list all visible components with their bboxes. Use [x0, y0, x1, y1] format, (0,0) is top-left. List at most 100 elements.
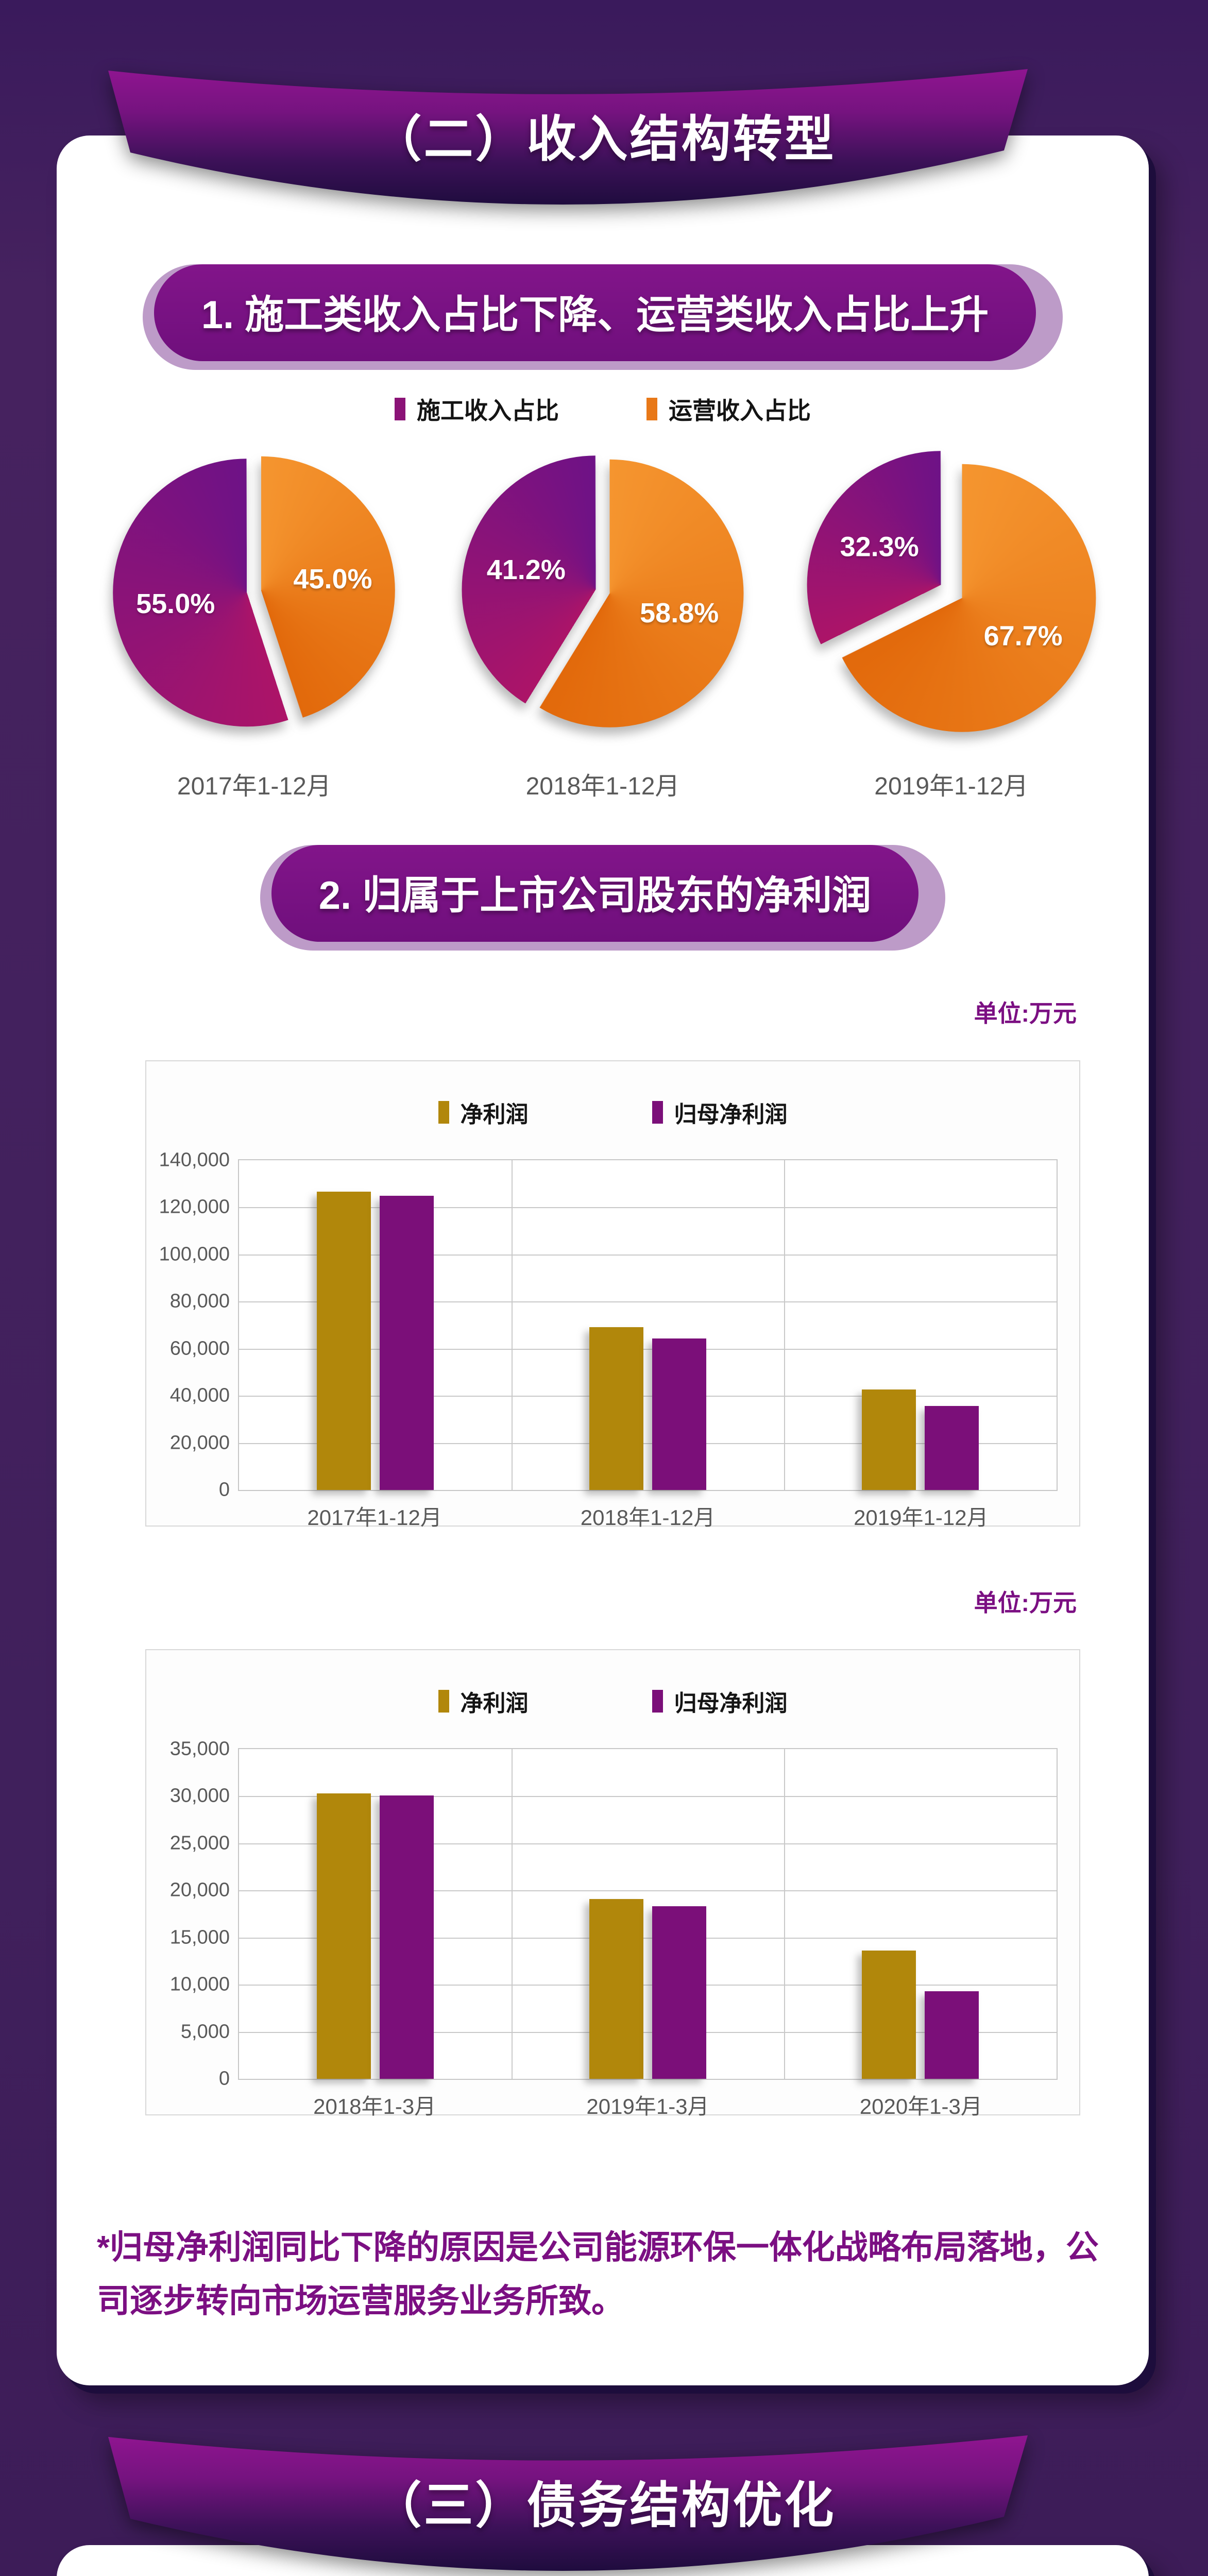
y-axis-tick-label: 20,000: [169, 1879, 230, 1901]
profit-pill-title: 2. 归属于上市公司股东的净利润: [271, 845, 919, 942]
revenue-pies-row: 45.0%55.0% 2017年1-12月 58.8%41.2% 2018年1-…: [80, 451, 1126, 802]
y-axis-tick-label: 100,000: [159, 1243, 230, 1265]
x-axis-label: 2018年1-12月: [580, 1505, 716, 1530]
bar-归母净利润: [379, 1196, 434, 1490]
pie-percent-label: 41.2%: [486, 554, 566, 585]
legend-swatch: [438, 1690, 449, 1713]
legend-swatch: [646, 398, 657, 420]
bar-净利润: [316, 1793, 371, 2079]
gridline: [239, 1985, 1057, 1986]
category-separator: [511, 1749, 513, 2079]
category-cell: [512, 1749, 784, 2079]
x-axis-label: 2018年1-3月: [313, 2094, 436, 2119]
category-separator: [511, 1160, 513, 1490]
y-axis-tick-label: 120,000: [159, 1196, 230, 1218]
y-axis-tick-label: 80,000: [169, 1290, 230, 1312]
y-axis-tick-label: 15,000: [169, 1926, 230, 1948]
plot-area-wrap: 140,000 120,000 100,000 80,000 60,000 40,000 2…: [159, 1149, 1058, 1501]
bar-归母净利润: [379, 1795, 434, 2079]
pie-slice: 55.0%: [113, 459, 381, 727]
y-axis-tick-label: 0: [218, 2067, 230, 2090]
x-axis-labels: 2017年1-12月 2018年1-12月 2019年1-12月: [238, 1500, 1058, 1532]
legend-label: 运营收入占比: [669, 397, 811, 424]
legend-label: 施工收入占比: [417, 397, 559, 424]
y-axis-tick-label: 40,000: [169, 1384, 230, 1406]
revenue-pie-2018: 58.8%41.2% 2018年1-12月: [429, 455, 777, 802]
net-profit-annual-chart: 净利润 归母净利润 140,000 120,000 100,000 80,000 60,00…: [145, 1060, 1080, 1530]
revenue-pie-2017: 45.0%55.0% 2017年1-12月: [80, 456, 429, 802]
legend-swatch: [438, 1101, 449, 1124]
legend-label: 净利润: [460, 1102, 529, 1127]
legend-swatch: [652, 1690, 663, 1713]
category-separator: [784, 1749, 785, 2079]
legend-label: 归母净利润: [674, 1691, 788, 1716]
bar-归母净利润: [652, 1338, 706, 1490]
legend-item: 净利润: [438, 1096, 529, 1129]
pie-slice: 41.2%: [462, 455, 730, 724]
pie-chart: 58.8%41.2%: [462, 455, 744, 727]
section2-banner-ribbon: [108, 69, 1028, 205]
chart-legend: 净利润 归母净利润: [146, 1683, 1079, 1719]
legend-item: 运营收入占比: [646, 392, 811, 426]
legend-label: 净利润: [460, 1691, 529, 1716]
pie-chart: 67.7%32.3%: [807, 451, 1096, 732]
section3-banner-title: （三）债务结构优化: [372, 2478, 836, 2533]
legend-item: 归母净利润: [652, 1685, 788, 1718]
net-profit-q1-chart: 净利润 归母净利润 35,000 30,000 25,000 20,000 15,000 10…: [145, 1649, 1080, 2119]
pie-percent-label: 32.3%: [840, 531, 919, 562]
x-axis-label: 2017年1-12月: [307, 1505, 442, 1530]
legend-item: 施工收入占比: [395, 392, 559, 426]
plot-area: 35,000 30,000 25,000 20,000 15,000 10,000 5,00…: [170, 1738, 1058, 2090]
y-axis-tick-label: 0: [218, 1479, 230, 1501]
x-axis-labels: 2018年1-3月 2019年1-3月 2020年1-3月: [238, 2089, 1058, 2121]
y-axis-tick-label: 20,000: [169, 1432, 230, 1454]
income-pill-header: 1. 施工类收入占比下降、运营类收入占比上升: [57, 264, 1149, 370]
bar-净利润: [316, 1191, 371, 1490]
pill-shadow: 2. 归属于上市公司股东的净利润: [260, 845, 946, 951]
income-structure-card: 1. 施工类收入占比下降、运营类收入占比上升 施工收入占比 运营收入占比 45.0…: [57, 135, 1149, 2385]
plot-area: 140,000 120,000 100,000 80,000 60,000 40,000 2…: [159, 1149, 1058, 1501]
bar-净利润: [861, 1389, 916, 1490]
unit-label-annual: 单位:万元: [974, 1000, 1077, 1027]
profit-pill-header: 2. 归属于上市公司股东的净利润: [57, 845, 1149, 951]
category-separator: [784, 1160, 785, 1490]
legend-item: 净利润: [438, 1685, 529, 1718]
pie-category-label: 2017年1-12月: [177, 773, 331, 800]
gridline: [239, 1890, 1057, 1892]
plot-area-wrap: 35,000 30,000 25,000 20,000 15,000 10,000 5,00…: [170, 1738, 1058, 2090]
revenue-pie-legend: 施工收入占比 运营收入占比: [57, 392, 1149, 426]
x-axis-label: 2020年1-3月: [859, 2094, 982, 2119]
y-axis-tick-label: 5,000: [180, 2021, 230, 2043]
bar-净利润: [589, 1899, 643, 2079]
bar-净利润: [861, 1951, 916, 2079]
bar-归母净利润: [924, 1406, 979, 1490]
section2-banner-title: （二）收入结构转型: [372, 112, 836, 167]
pie-category-label: 2018年1-12月: [525, 773, 680, 800]
gridline: [239, 1301, 1057, 1303]
y-axis-tick-label: 140,000: [159, 1149, 230, 1171]
category-cell: [784, 1749, 1057, 2079]
pie-chart: 45.0%55.0%: [113, 456, 396, 727]
gridline: [239, 2031, 1057, 2033]
pie-percent-label: 55.0%: [136, 588, 215, 620]
y-axis-tick-label: 30,000: [169, 1785, 230, 1807]
gridline: [239, 1348, 1057, 1350]
y-axis-tick-label: 25,000: [169, 1832, 230, 1854]
gridline: [239, 1254, 1057, 1256]
income-pill-title: 1. 施工类收入占比下降、运营类收入占比上升: [154, 264, 1036, 361]
legend-label: 归母净利润: [674, 1102, 788, 1127]
bar-归母净利润: [924, 1991, 979, 2079]
banner-shape: [108, 2435, 1028, 2571]
chart-legend: 净利润 归母净利润: [146, 1094, 1079, 1130]
gridline: [239, 1843, 1057, 1844]
gridline: [239, 1207, 1057, 1209]
gridline: [239, 1443, 1057, 1444]
y-axis-tick-label: 10,000: [169, 1973, 230, 1995]
x-axis-label: 2019年1-3月: [586, 2094, 709, 2119]
category-cell: [784, 1160, 1057, 1490]
profit-note: *归母净利润同比下降的原因是公司能源环保一体化战略布局落地，公司逐步转向市场运营…: [97, 2229, 1099, 2319]
pill-shadow: 1. 施工类收入占比下降、运营类收入占比上升: [142, 264, 1063, 370]
section3-banner-ribbon: [108, 2435, 1028, 2571]
gridline: [239, 1396, 1057, 1397]
